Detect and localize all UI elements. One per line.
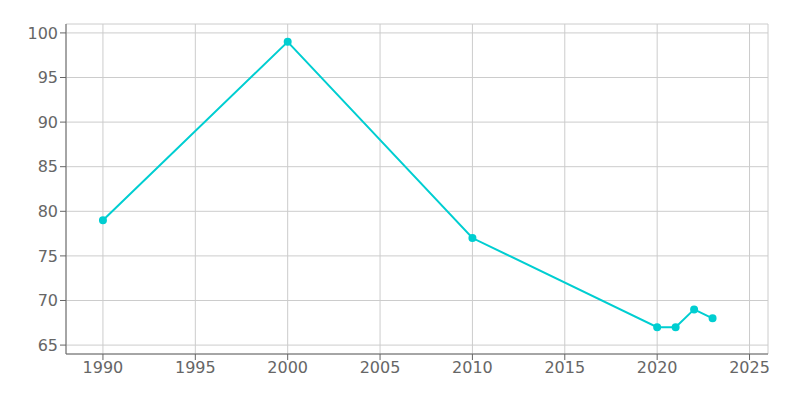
svg-text:2015: 2015: [544, 358, 585, 377]
svg-text:85: 85: [38, 157, 58, 176]
svg-text:2010: 2010: [452, 358, 493, 377]
svg-text:2005: 2005: [360, 358, 401, 377]
svg-text:2000: 2000: [267, 358, 308, 377]
svg-text:90: 90: [38, 113, 58, 132]
svg-text:80: 80: [38, 202, 58, 221]
svg-text:95: 95: [38, 68, 58, 87]
svg-text:70: 70: [38, 291, 58, 310]
svg-text:2020: 2020: [637, 358, 678, 377]
svg-text:75: 75: [38, 247, 58, 266]
svg-text:100: 100: [27, 24, 58, 43]
svg-text:1990: 1990: [83, 358, 124, 377]
svg-text:1995: 1995: [175, 358, 216, 377]
svg-text:65: 65: [38, 336, 58, 355]
svg-text:2025: 2025: [729, 358, 770, 377]
